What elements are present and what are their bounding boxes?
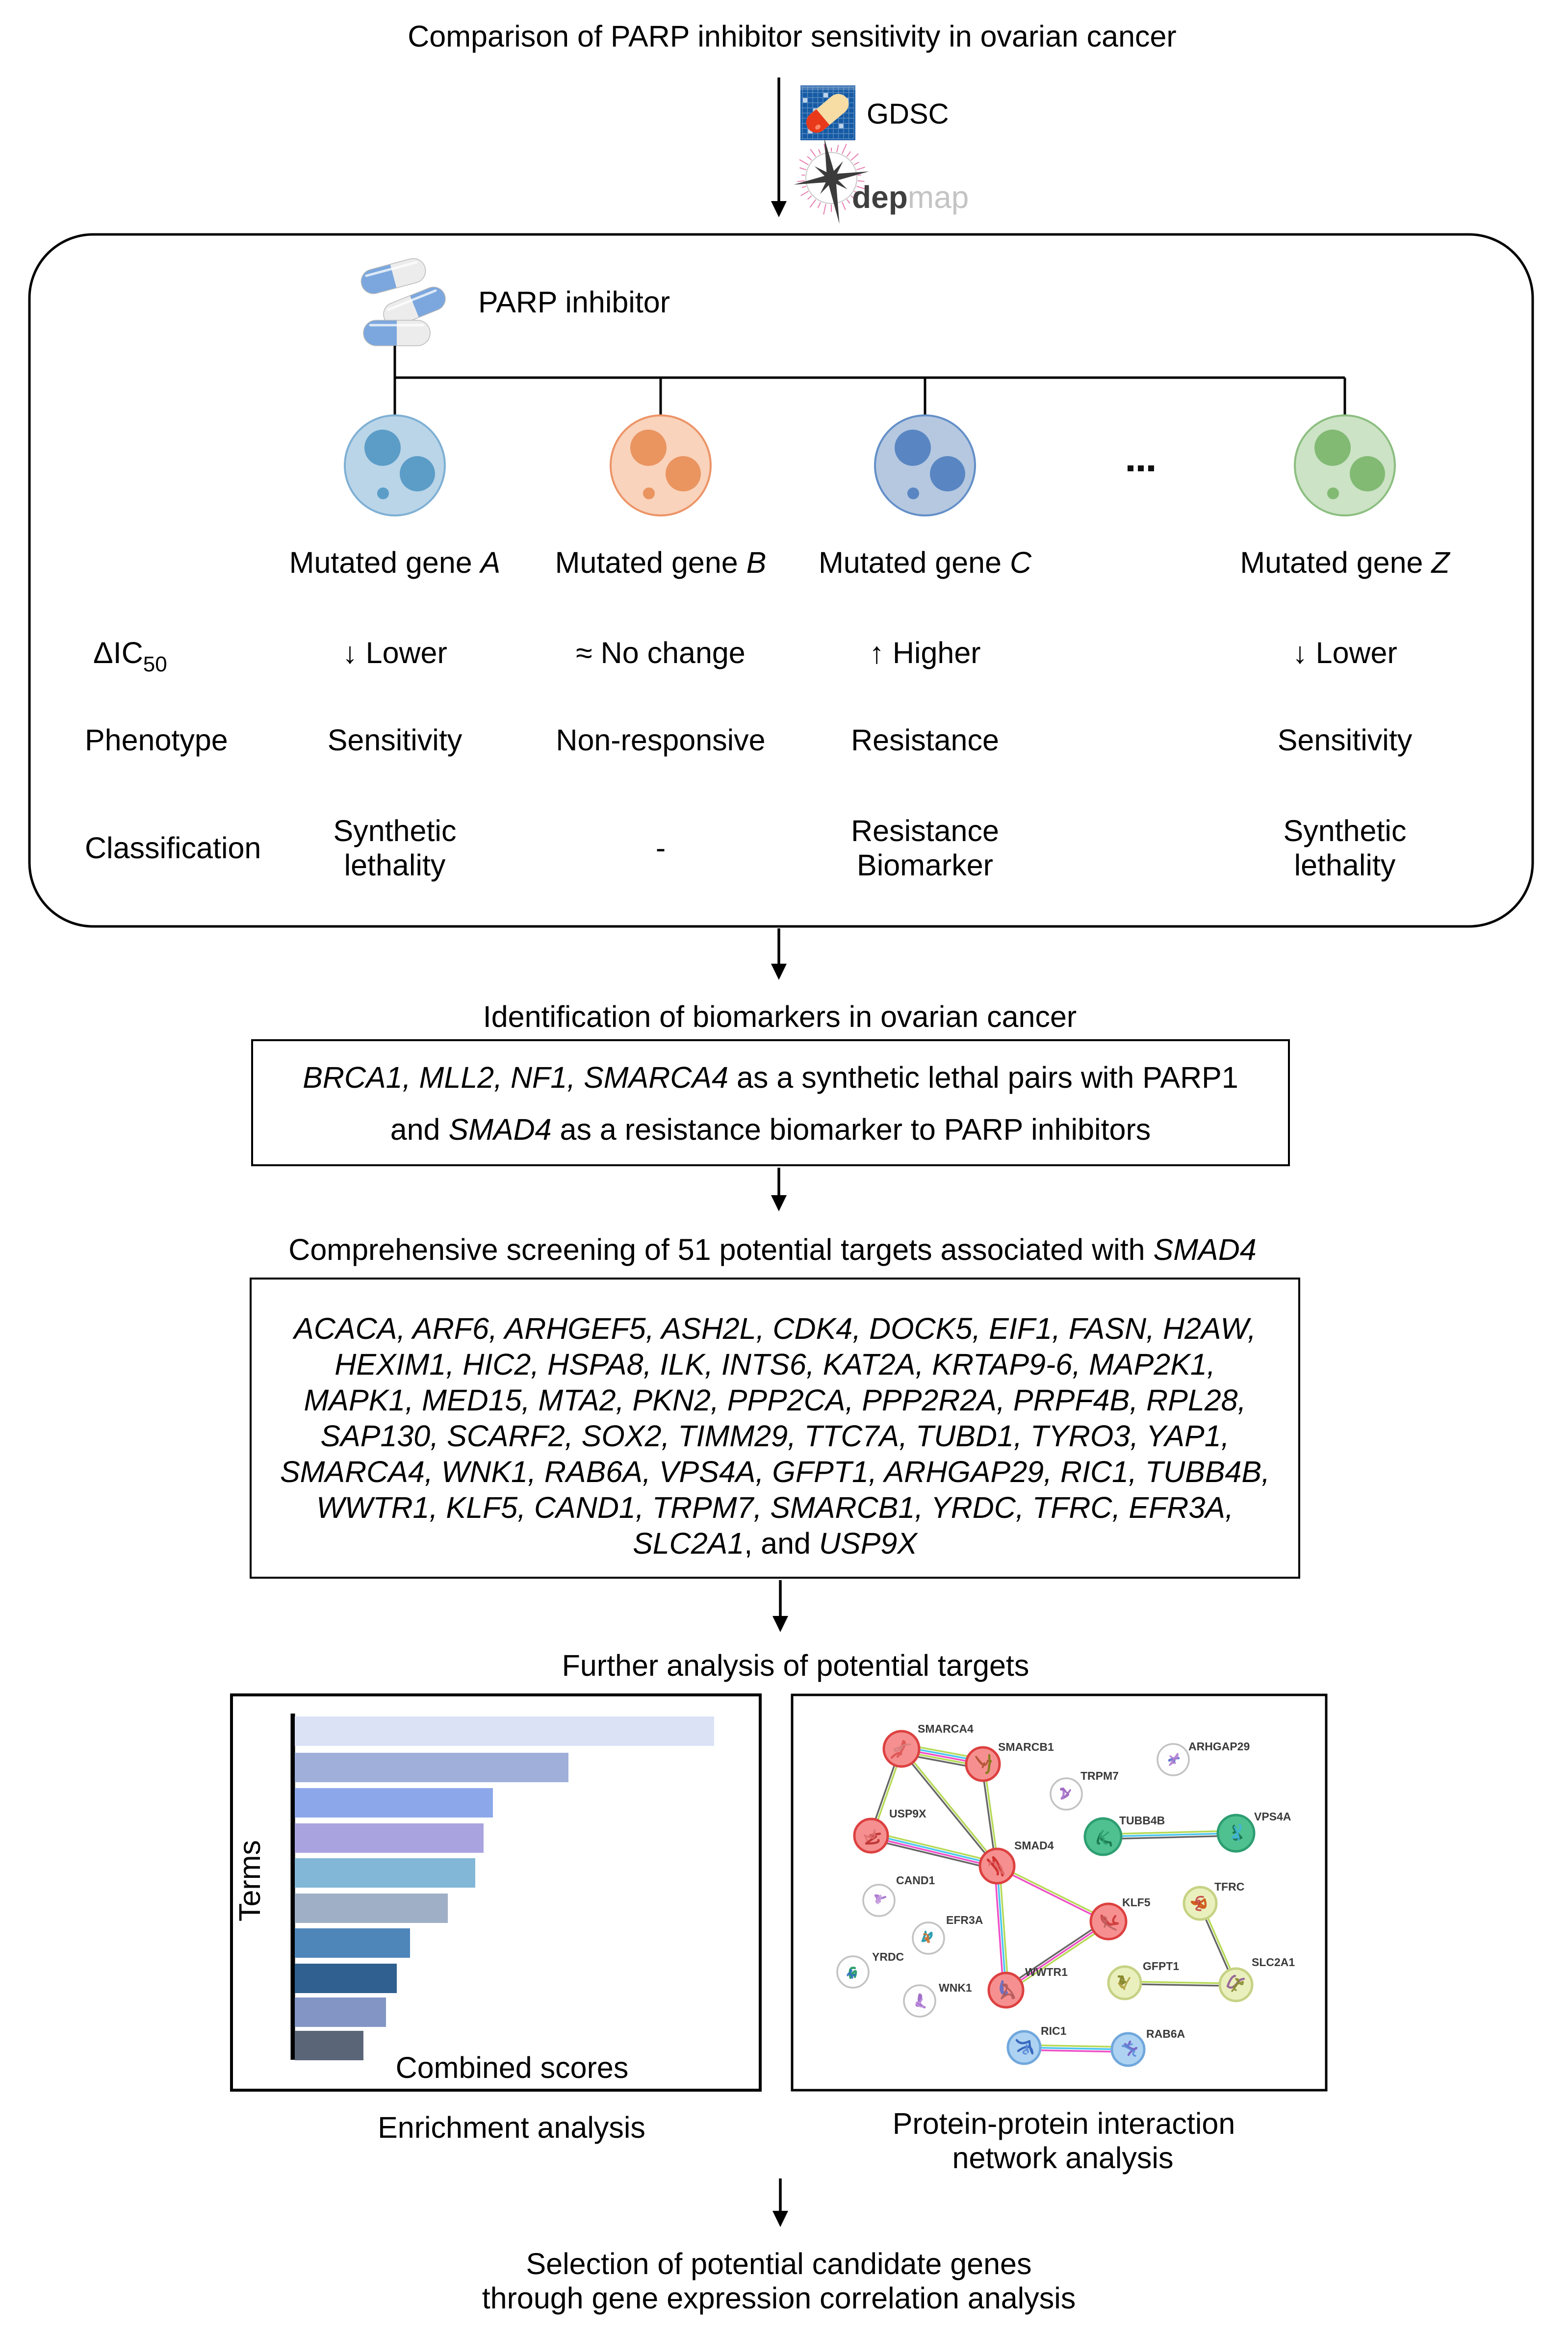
svg-text:Further analysis of potential: Further analysis of potential targets (562, 1649, 1029, 1682)
svg-text:SMARCA4: SMARCA4 (918, 1722, 974, 1735)
svg-text:Sensitivity: Sensitivity (328, 723, 463, 757)
svg-text:SMARCA4, WNK1, RAB6A, VPS4A, G: SMARCA4, WNK1, RAB6A, VPS4A, GFPT1, ARHG… (280, 1455, 1270, 1488)
svg-text:SAP130, SCARF2, SOX2, TIMM29,: SAP130, SCARF2, SOX2, TIMM29, TTC7A, TUB… (320, 1419, 1229, 1453)
svg-text:WNK1: WNK1 (939, 1981, 972, 1994)
svg-text:Enrichment analysis: Enrichment analysis (378, 2111, 645, 2144)
svg-text:ACACA, ARF6, ARHGEF5, ASH2L, C: ACACA, ARF6, ARHGEF5, ASH2L, CDK4, DOCK5… (292, 1312, 1256, 1345)
svg-text:Mutated gene A: Mutated gene A (289, 546, 501, 579)
svg-text:CAND1: CAND1 (896, 1874, 935, 1887)
svg-text:↓ Lower: ↓ Lower (342, 636, 447, 669)
svg-text:TRPM7: TRPM7 (1080, 1769, 1119, 1782)
svg-text:EFR3A: EFR3A (946, 1914, 983, 1926)
svg-text:YRDC: YRDC (872, 1950, 904, 1963)
svg-text:and SMAD4 as a resistance biom: and SMAD4 as a resistance biomarker to P… (390, 1113, 1151, 1146)
svg-text:TFRC: TFRC (1214, 1880, 1244, 1893)
svg-text:VPS4A: VPS4A (1254, 1810, 1291, 1823)
svg-text:RIC1: RIC1 (1041, 2024, 1067, 2037)
svg-text:Phenotype: Phenotype (85, 723, 228, 757)
svg-text:GDSC: GDSC (867, 98, 949, 130)
svg-text:SLC2A1: SLC2A1 (1252, 1956, 1295, 1969)
svg-text:Synthetic: Synthetic (334, 814, 457, 847)
svg-text:USP9X: USP9X (889, 1807, 926, 1820)
svg-text:Combined scores: Combined scores (396, 2051, 629, 2084)
svg-text:↓ Lower: ↓ Lower (1292, 636, 1397, 669)
svg-text:PARP inhibitor: PARP inhibitor (478, 285, 670, 319)
svg-text:ARHGAP29: ARHGAP29 (1188, 1740, 1250, 1753)
svg-text:Non-responsive: Non-responsive (556, 723, 765, 757)
svg-text:MAPK1, MED15, MTA2, PKN2, PPP2: MAPK1, MED15, MTA2, PKN2, PPP2CA, PPP2R2… (304, 1383, 1246, 1417)
svg-text:SMAD4: SMAD4 (1014, 1839, 1054, 1852)
svg-text:depmap: depmap (852, 179, 969, 215)
svg-text:Resistance: Resistance (851, 723, 999, 757)
svg-text:Resistance: Resistance (851, 814, 999, 847)
svg-text:Biomarker: Biomarker (857, 848, 993, 882)
svg-text:Identification of biomarkers i: Identification of biomarkers in ovarian … (483, 1000, 1077, 1033)
svg-text:Mutated gene B: Mutated gene B (555, 546, 767, 579)
svg-text:TUBB4B: TUBB4B (1119, 1814, 1165, 1827)
svg-text:Comprehensive screening of 51: Comprehensive screening of 51 potential … (288, 1233, 1256, 1266)
svg-text:Selection of potential candida: Selection of potential candidate genes (526, 2247, 1032, 2280)
svg-text:Mutated gene C: Mutated gene C (819, 546, 1032, 579)
svg-text:Protein-protein interaction: Protein-protein interaction (893, 2107, 1235, 2140)
svg-text:Mutated gene Z: Mutated gene Z (1240, 546, 1450, 579)
svg-text:Terms: Terms (233, 1840, 266, 1921)
svg-text:Classification: Classification (85, 831, 261, 865)
svg-text:HEXIM1, HIC2, HSPA8, ILK, INTS: HEXIM1, HIC2, HSPA8, ILK, INTS6, KAT2A, … (334, 1348, 1215, 1381)
svg-text:RAB6A: RAB6A (1146, 2027, 1185, 2040)
svg-text:WWTR1, KLF5, CAND1, TRPM7, SMA: WWTR1, KLF5, CAND1, TRPM7, SMARCB1, YRDC… (316, 1491, 1234, 1524)
svg-text:BRCA1, MLL2, NF1, SMARCA4 as a: BRCA1, MLL2, NF1, SMARCA4 as a synthetic… (303, 1061, 1238, 1094)
svg-text:SMARCB1: SMARCB1 (998, 1741, 1054, 1753)
svg-text:lethality: lethality (344, 848, 446, 882)
svg-text:Comparison of PARP inhibitor s: Comparison of PARP inhibitor sensitivity… (408, 20, 1177, 53)
svg-text:GFPT1: GFPT1 (1143, 1960, 1179, 1972)
svg-text:through gene expression correl: through gene expression correlation anal… (482, 2281, 1076, 2315)
svg-text:↑ Higher: ↑ Higher (869, 636, 980, 669)
svg-text:SLC2A1, and USP9X: SLC2A1, and USP9X (633, 1527, 918, 1560)
svg-text:≈ No change: ≈ No change (576, 636, 745, 669)
svg-text:lethality: lethality (1294, 848, 1396, 882)
svg-text:-: - (656, 831, 666, 865)
svg-text:Synthetic: Synthetic (1284, 814, 1407, 847)
svg-text:KLF5: KLF5 (1122, 1896, 1151, 1909)
svg-text:WWTR1: WWTR1 (1025, 1966, 1068, 1978)
svg-text:network analysis: network analysis (952, 2141, 1174, 2175)
svg-text:Sensitivity: Sensitivity (1278, 723, 1413, 757)
